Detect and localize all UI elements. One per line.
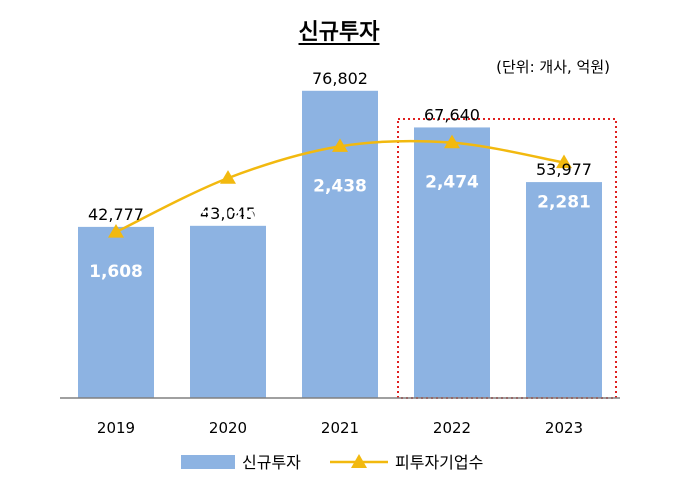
line-value-label-2021: 2,438 <box>313 176 367 196</box>
line-value-label-2022: 2,474 <box>425 173 479 193</box>
bar-value-label-2022: 67,640 <box>424 105 480 124</box>
x-tick-label-2020: 2020 <box>209 419 247 437</box>
legend-triangle-icon <box>351 454 367 468</box>
x-tick-label-2021: 2021 <box>321 419 359 437</box>
line-marker-2020 <box>220 170 236 184</box>
bar-value-label-2021: 76,802 <box>312 69 368 88</box>
bar-2021 <box>302 90 378 399</box>
bar-value-label-2019: 42,777 <box>88 205 144 224</box>
line-value-label-2019: 1,608 <box>89 262 143 282</box>
line-marker-2019 <box>108 224 124 238</box>
line-value-label-2020: 2,130 <box>201 208 255 228</box>
chart-title: 신규투자 <box>298 20 380 45</box>
bar-2020 <box>190 225 266 398</box>
x-tick-label-2023: 2023 <box>545 419 583 437</box>
line-value-label-2023: 2,281 <box>537 193 591 213</box>
bar-2022 <box>414 127 490 398</box>
bar-value-label-2020: 43,045 <box>200 204 256 223</box>
bar-value-label-2023: 53,977 <box>536 160 592 179</box>
line-marker-2021 <box>332 138 348 152</box>
unit-note: (단위: 개사, 억원) <box>496 58 610 76</box>
x-tick-label-2022: 2022 <box>433 419 471 437</box>
line-marker-2022 <box>444 134 460 149</box>
bar-2019 <box>78 226 154 398</box>
bar-2023 <box>526 182 602 398</box>
legend-line-label: 피투자기업수 <box>395 453 483 472</box>
line-marker-2023 <box>556 154 572 169</box>
legend-bar-swatch <box>181 455 235 469</box>
x-tick-label-2019: 2019 <box>97 419 135 437</box>
legend-bar-label: 신규투자 <box>242 453 301 472</box>
